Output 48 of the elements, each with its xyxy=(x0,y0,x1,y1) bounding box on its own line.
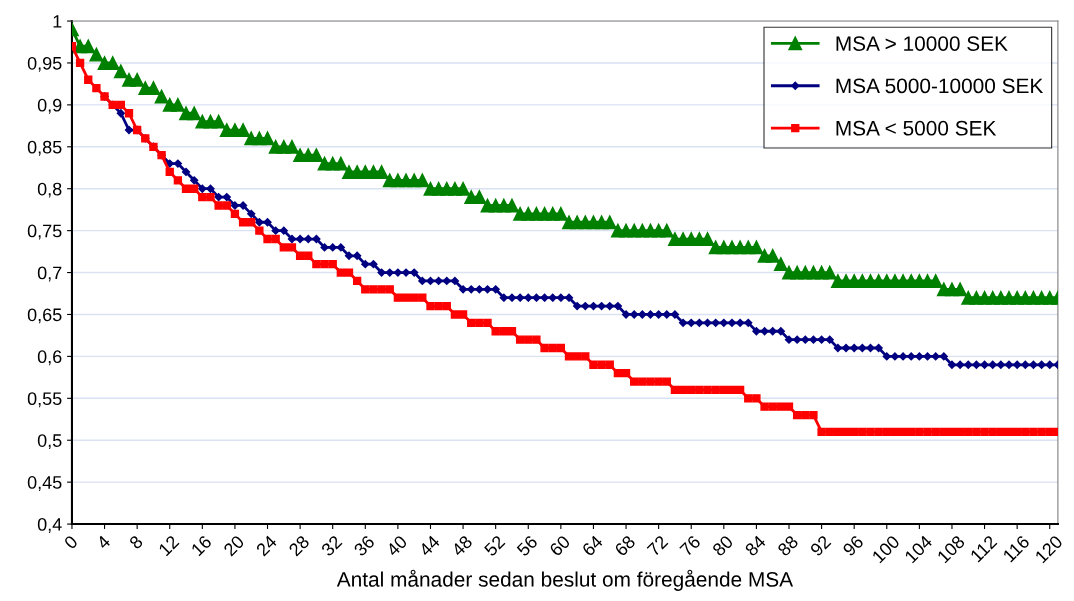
x-tick-label: 68 xyxy=(613,534,637,557)
x-tick-label: 108 xyxy=(936,534,966,564)
x-tick-label: 0 xyxy=(63,534,79,550)
x-tick-label: 112 xyxy=(969,534,998,563)
y-tick-label: 0,95 xyxy=(27,56,62,72)
x-tick-label: 16 xyxy=(190,534,213,557)
x-tick-label: 116 xyxy=(1002,534,1031,563)
x-tick-label: 72 xyxy=(646,534,669,557)
x-tick-label: 100 xyxy=(871,534,901,564)
x-tick-label: 24 xyxy=(255,534,278,557)
x-tick-label: 40 xyxy=(385,534,408,558)
x-tick-label: 80 xyxy=(711,534,734,557)
x-tick-label: 56 xyxy=(516,534,539,557)
x-tick-label: 96 xyxy=(842,534,865,557)
y-tick-label: 0,9 xyxy=(37,98,62,114)
x-tick-label: 120 xyxy=(1034,534,1064,564)
legend-label: MSA > 10000 SEK xyxy=(836,36,1008,51)
x-tick-label: 88 xyxy=(776,534,799,557)
x-tick-label: 4 xyxy=(95,534,112,550)
y-tick-label: 0,55 xyxy=(27,392,62,408)
y-tick-label: 0,8 xyxy=(37,182,62,198)
x-tick-label: 64 xyxy=(581,534,604,557)
x-tick-label: 32 xyxy=(320,534,343,557)
x-tick-label: 104 xyxy=(904,534,934,564)
y-tick-label: 0,85 xyxy=(27,140,62,156)
y-tick-label: 1 xyxy=(53,15,62,28)
x-tick-label: 60 xyxy=(548,534,571,557)
legend-label: MSA 5000-10000 SEK xyxy=(836,78,1044,94)
x-tick-label: 48 xyxy=(450,534,474,558)
x-tick-label: 28 xyxy=(288,534,311,557)
x-tick-label: 76 xyxy=(679,534,702,557)
x-tick-label: 20 xyxy=(222,534,245,557)
x-tick-label: 36 xyxy=(353,534,376,557)
x-axis-title: Antal månader sedan beslut om föregående MSA xyxy=(336,569,794,591)
y-tick-label: 0,5 xyxy=(37,434,62,450)
y-tick-label: 0,4 xyxy=(37,518,62,533)
x-tick-label: 12 xyxy=(158,534,180,557)
y-tick-label: 0,7 xyxy=(37,266,62,282)
x-tick-label: 92 xyxy=(809,534,832,557)
x-tick-label: 8 xyxy=(128,534,144,550)
y-tick-label: 0,6 xyxy=(37,350,62,366)
x-tick-label: 84 xyxy=(744,534,767,557)
y-tick-label: 0,45 xyxy=(27,476,62,492)
x-tick-label: 52 xyxy=(483,534,506,557)
legend-label: MSA < 5000 SEK xyxy=(836,120,997,136)
y-tick-label: 0,75 xyxy=(27,224,62,240)
y-tick-label: 0,65 xyxy=(27,308,62,324)
x-tick-label: 44 xyxy=(418,534,441,557)
